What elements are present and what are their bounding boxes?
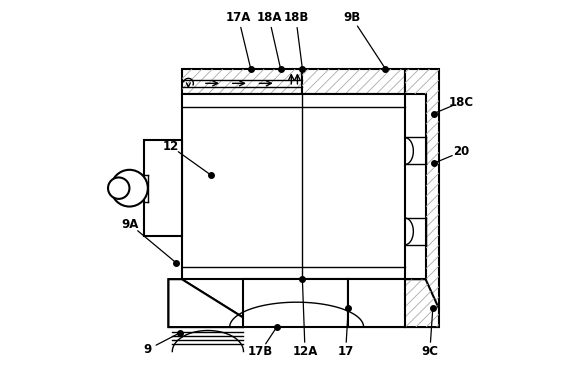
Polygon shape xyxy=(143,140,182,236)
Polygon shape xyxy=(182,94,405,279)
Polygon shape xyxy=(405,69,439,309)
Text: 9A: 9A xyxy=(121,218,139,231)
Text: 18C: 18C xyxy=(449,96,474,109)
Text: 17: 17 xyxy=(338,346,354,358)
Polygon shape xyxy=(243,279,349,327)
Text: 9B: 9B xyxy=(343,12,361,25)
Text: 9C: 9C xyxy=(421,346,438,358)
Text: 18B: 18B xyxy=(283,12,309,25)
Text: 20: 20 xyxy=(453,145,469,158)
Polygon shape xyxy=(349,279,405,327)
Polygon shape xyxy=(405,279,439,327)
Polygon shape xyxy=(182,69,302,94)
Polygon shape xyxy=(168,279,243,327)
Polygon shape xyxy=(302,69,405,94)
Text: 17A: 17A xyxy=(226,12,251,25)
Polygon shape xyxy=(349,279,405,327)
Text: 12: 12 xyxy=(162,140,179,152)
Circle shape xyxy=(111,170,148,207)
Text: 12A: 12A xyxy=(292,346,318,358)
Polygon shape xyxy=(168,279,243,327)
Text: 17B: 17B xyxy=(248,346,273,358)
Circle shape xyxy=(108,177,129,199)
Text: 18A: 18A xyxy=(257,12,282,25)
Text: 9: 9 xyxy=(143,343,151,356)
